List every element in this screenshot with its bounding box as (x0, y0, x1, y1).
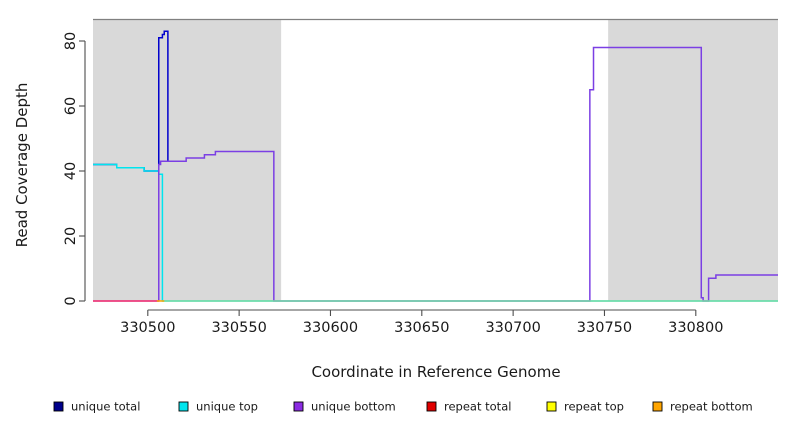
legend-item: unique top (178, 400, 258, 414)
x-axis-tick-label: 330800 (668, 320, 723, 336)
legend-item: repeat bottom (652, 400, 753, 414)
x-axis-title: Coordinate in Reference Genome (311, 363, 560, 381)
legend-label: unique bottom (311, 400, 396, 414)
legend-swatch (652, 401, 663, 412)
x-axis-tick-label: 330650 (394, 320, 449, 336)
y-axis-tick-label: 80 (63, 32, 79, 50)
legend-label: repeat top (564, 400, 624, 414)
x-axis: 330500 330550 330600 330650 330700 330750 3308… (120, 309, 723, 336)
y-axis: 0 20 40 60 80 (63, 32, 86, 306)
y-axis-title: Read Coverage Depth (13, 83, 31, 248)
legend-swatch (53, 401, 64, 412)
data-series-group (93, 30, 778, 302)
legend-label: repeat bottom (670, 400, 753, 414)
y-axis-tick-label: 40 (63, 162, 79, 180)
legend-item: repeat total (426, 400, 511, 414)
chart-legend: unique total unique top unique bottom repea… (53, 400, 753, 414)
legend-swatch (293, 401, 304, 412)
x-axis-tick-label: 330600 (303, 320, 358, 336)
shaded-region (93, 20, 282, 301)
legend-swatch (546, 401, 557, 412)
x-axis-tick-label: 330550 (211, 320, 266, 336)
x-axis-tick-label: 330750 (577, 320, 632, 336)
legend-swatch (178, 401, 189, 412)
y-axis-tick-label: 0 (63, 296, 79, 305)
legend-label: repeat total (444, 400, 511, 414)
legend-item: repeat top (546, 400, 624, 414)
legend-item: unique bottom (293, 400, 396, 414)
legend-label: unique top (196, 400, 258, 414)
y-axis-tick-label: 20 (63, 227, 79, 245)
x-axis-tick-label: 330500 (120, 320, 175, 336)
x-axis-tick-label: 330700 (485, 320, 540, 336)
shaded-region (608, 20, 778, 301)
legend-item: unique total (53, 400, 140, 414)
y-axis-tick-label: 60 (63, 97, 79, 115)
shaded-regions (93, 18, 778, 301)
legend-label: unique total (71, 400, 140, 414)
legend-swatch (426, 401, 437, 412)
series-unique-top (93, 163, 778, 302)
